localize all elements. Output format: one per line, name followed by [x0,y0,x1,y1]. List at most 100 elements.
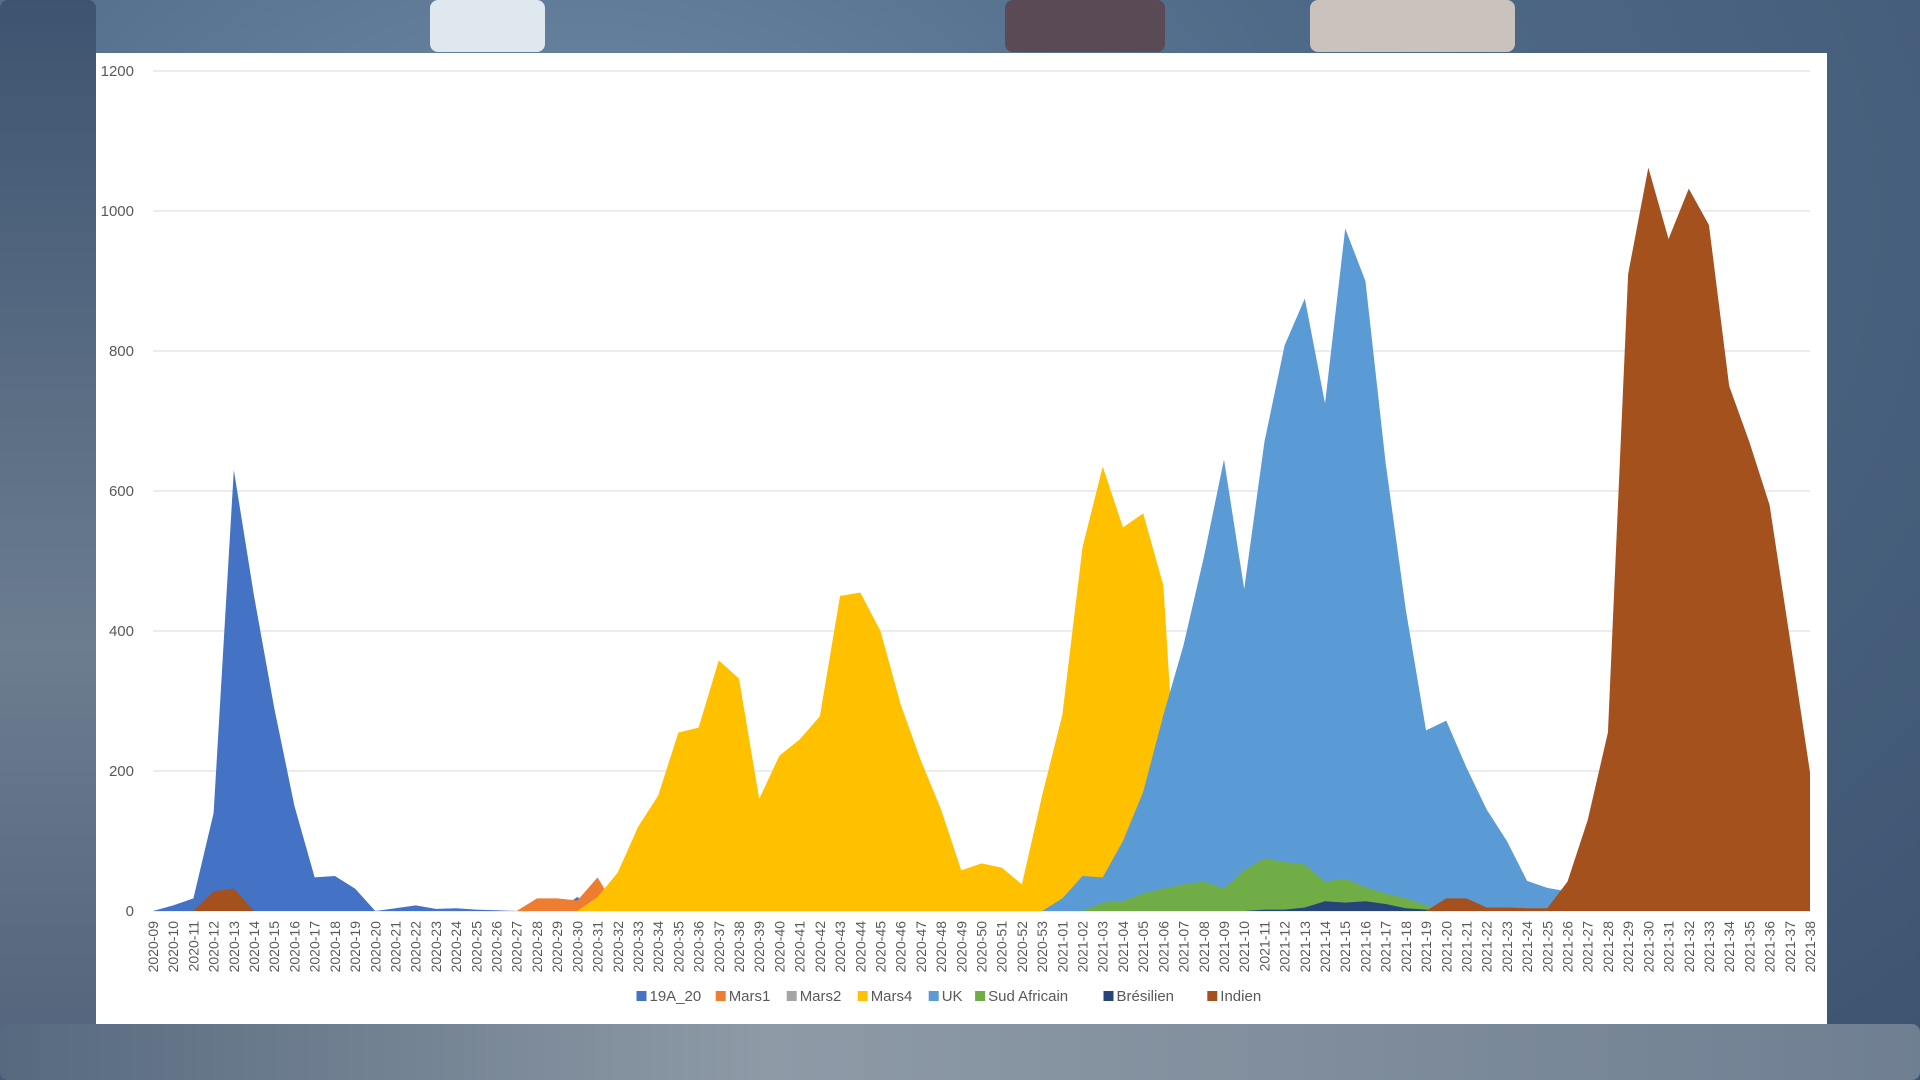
legend-swatch-br-silien [1103,991,1114,1001]
x-tick-label: 2021-10 [1236,921,1252,973]
x-tick-label: 2020-20 [367,921,383,973]
x-tick-label: 2020-17 [307,921,323,973]
x-tick-label: 2021-08 [1196,921,1212,973]
x-tick-label: 2021-27 [1580,921,1596,973]
x-tick-label: 2020-10 [165,921,181,973]
x-tick-label: 2020-31 [590,921,606,973]
legend-swatch-uk [928,991,939,1001]
x-tick-label: 2020-36 [691,921,707,973]
legend-swatch-19a-20 [636,991,647,1001]
x-tick-label: 2020-43 [832,921,848,973]
x-tick-label: 2020-18 [327,921,343,973]
series-area-19a-20 [153,470,1810,911]
y-tick-label: 1200 [101,63,134,80]
x-tick-label: 2021-31 [1661,921,1677,973]
x-tick-label: 2020-25 [468,921,484,973]
x-tick-label: 2021-14 [1317,921,1333,973]
series-area-sud-africain [153,858,1810,911]
x-tick-label: 2021-23 [1499,921,1515,973]
x-tick-label: 2021-18 [1398,921,1414,973]
x-tick-label: 2021-37 [1782,921,1798,973]
x-tick-label: 2020-49 [953,921,969,973]
x-tick-label: 2020-33 [630,921,646,973]
x-tick-label: 2021-26 [1560,921,1576,973]
background-frame-2 [1005,0,1165,52]
x-tick-label: 2020-34 [650,921,666,973]
y-tick-label: 600 [109,483,134,500]
y-tick-label: 800 [109,343,134,360]
series-area-indien [153,167,1810,912]
x-tick-label: 2020-11 [185,921,201,972]
x-tick-label: 2020-52 [1014,921,1030,973]
x-tick-label: 2021-07 [1176,921,1192,973]
x-tick-label: 2020-28 [529,921,545,973]
x-tick-label: 2021-06 [1155,921,1171,973]
legend-swatch-sud-africain [975,991,986,1001]
x-tick-label: 2021-03 [1095,921,1111,973]
y-axis: 0 200 400 600 800 1000 1200 [101,63,134,920]
x-tick-label: 2021-29 [1620,921,1636,973]
legend-label-sud-africain: Sud Africain [988,988,1068,1005]
x-tick-label: 2020-41 [792,921,808,973]
y-tick-label: 0 [126,903,134,920]
x-tick-label: 2020-22 [408,921,424,973]
x-tick-label: 2020-21 [387,921,403,973]
x-tick-label: 2020-37 [711,921,727,973]
series-area-mars1 [153,877,1810,911]
x-tick-label: 2021-04 [1115,921,1131,973]
x-tick-label: 2021-36 [1762,921,1778,973]
x-tick-label: 2021-20 [1438,921,1454,973]
x-tick-label: 2020-46 [893,921,909,973]
legend-swatch-mars2 [786,991,797,1001]
plot-areas [153,167,1810,912]
legend-swatch-mars1 [715,991,726,1001]
y-tick-label: 1000 [101,203,134,220]
x-tick-label: 2020-44 [852,921,868,973]
x-tick-label: 2021-01 [1054,921,1070,973]
x-tick-label: 2020-24 [448,921,464,973]
x-tick-label: 2020-50 [974,921,990,973]
x-tick-label: 2020-23 [428,921,444,973]
x-tick-label: 2021-28 [1600,921,1616,973]
x-tick-label: 2020-26 [489,921,505,973]
legend-label-mars2: Mars2 [800,988,842,1005]
x-tick-label: 2020-09 [145,921,161,973]
x-tick-label: 2021-22 [1479,921,1495,973]
legend-label-mars1: Mars1 [729,988,771,1005]
x-tick-label: 2021-09 [1216,921,1232,973]
x-tick-label: 2021-35 [1741,921,1757,973]
x-tick-label: 2020-30 [569,921,585,973]
x-tick-label: 2020-16 [286,921,302,973]
x-tick-label: 2021-19 [1418,921,1434,973]
x-tick-label: 2020-40 [771,921,787,973]
x-tick-label: 2021-11 [1256,921,1272,972]
x-tick-label: 2021-02 [1075,921,1091,973]
gridlines [153,70,1810,912]
x-tick-label: 2020-39 [751,921,767,973]
x-axis: 2020-09 2020-10 2020-11 2020-12 2020-13 2020-… [145,921,1818,973]
x-tick-label: 2020-42 [812,921,828,973]
legend-label-mars4: Mars4 [871,988,913,1005]
x-tick-label: 2021-33 [1701,921,1717,973]
x-tick-label: 2020-48 [933,921,949,973]
x-tick-label: 2021-05 [1135,921,1151,973]
x-tick-label: 2020-51 [994,921,1010,973]
x-tick-label: 2020-12 [206,921,222,973]
x-tick-label: 2020-38 [731,921,747,973]
legend-swatch-indien [1207,991,1218,1001]
x-tick-label: 2021-12 [1277,921,1293,973]
x-tick-label: 2021-16 [1357,921,1373,973]
x-tick-label: 2020-47 [913,921,929,973]
x-tick-label: 2020-14 [246,921,262,973]
x-tick-label: 2020-35 [670,921,686,973]
legend-label-br-silien: Brésilien [1117,988,1175,1005]
x-tick-label: 2020-29 [549,921,565,973]
y-tick-label: 200 [109,763,134,780]
x-tick-label: 2020-15 [266,921,282,973]
x-tick-label: 2021-32 [1681,921,1697,973]
x-tick-label: 2021-34 [1721,921,1737,973]
background-shadow-bottom [0,1024,1920,1080]
series-area-br-silien [153,901,1810,911]
background-frame-1 [430,0,545,52]
